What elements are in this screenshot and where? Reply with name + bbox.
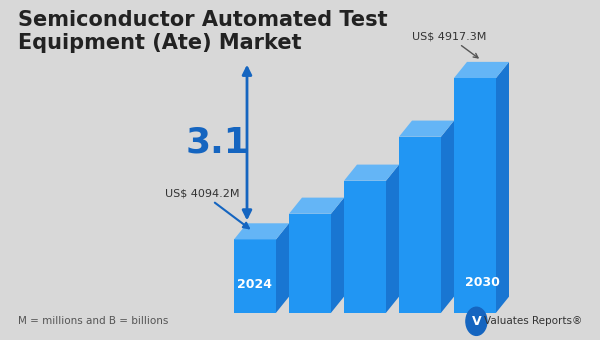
Text: US$ 4094.2M: US$ 4094.2M (165, 188, 249, 228)
Polygon shape (386, 165, 399, 313)
Polygon shape (454, 62, 509, 78)
Polygon shape (331, 198, 344, 313)
Polygon shape (289, 198, 344, 214)
Text: 2030: 2030 (465, 276, 500, 289)
Text: US$ 4917.3M: US$ 4917.3M (412, 31, 486, 58)
Polygon shape (289, 214, 331, 313)
Text: 3.1: 3.1 (185, 125, 249, 159)
Polygon shape (399, 137, 441, 313)
Polygon shape (234, 223, 289, 239)
Text: Semiconductor Automated Test
Equipment (Ate) Market: Semiconductor Automated Test Equipment (… (18, 10, 388, 53)
Text: 2024: 2024 (238, 278, 272, 291)
Polygon shape (344, 181, 386, 313)
Polygon shape (496, 62, 509, 313)
Polygon shape (276, 223, 289, 313)
Polygon shape (399, 121, 454, 137)
Polygon shape (234, 239, 276, 313)
Text: Valuates Reports®: Valuates Reports® (484, 317, 582, 326)
Text: M = millions and B = billions: M = millions and B = billions (18, 317, 169, 326)
Polygon shape (344, 165, 399, 181)
Polygon shape (454, 78, 496, 313)
Polygon shape (441, 121, 454, 313)
Circle shape (466, 307, 487, 335)
Text: V: V (472, 315, 481, 328)
